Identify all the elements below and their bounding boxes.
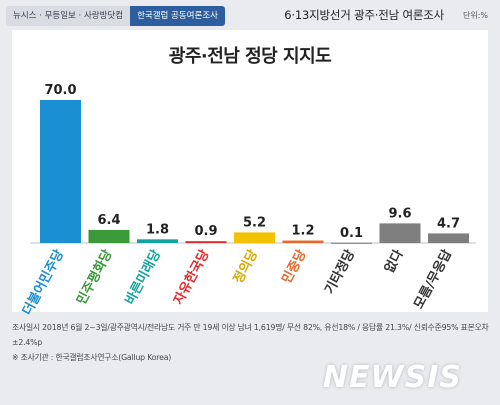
bar-value-label: 9.6 [388, 206, 411, 221]
header-title: 6·13지방선거 광주·전남 여론조사 [284, 8, 444, 22]
bar-value-label: 5.2 [243, 215, 266, 230]
survey-method-note: 조사일시 2018년 6월 2~3일/광주광역시/전라남도 거주 만 19세 이… [12, 323, 489, 347]
bar [185, 241, 227, 243]
x-tick-label: 자유한국당 [170, 247, 212, 307]
chart-title: 광주·전남 정당 지지도 [168, 46, 332, 67]
bar [234, 232, 275, 243]
bar [137, 239, 178, 243]
bar [428, 233, 469, 243]
survey-agency-note: ※ 조사기관 : 한국갤럽조사연구소(Gallup Korea) [12, 353, 172, 362]
x-tick-label: 기타정당 [322, 247, 359, 297]
bar-value-label: 1.2 [291, 224, 314, 239]
unit-label: 단위:% [462, 11, 488, 20]
bar-value-label: 4.7 [437, 216, 460, 231]
bar-value-label: 0.9 [194, 224, 217, 239]
bar [40, 100, 81, 243]
x-tick-label: 바른미래당 [122, 247, 164, 307]
bar-value-label: 70.0 [44, 83, 76, 98]
bar [331, 242, 372, 244]
x-tick-label: 민주평화당 [73, 247, 115, 307]
bar-value-label: 1.8 [146, 222, 169, 237]
bar-value-label: 6.4 [97, 213, 120, 228]
x-tick-label: 민중당 [279, 247, 310, 286]
x-tick-label: 더불어민주당 [19, 247, 67, 318]
bar [282, 240, 324, 243]
source-tag: 뉴시스 · 무등일보 · 사랑방닷컴 한국갤럽 공동여론조사 [6, 6, 225, 26]
bar-value-label: 0.1 [340, 226, 363, 241]
x-tick-label: 모름/무응답 [412, 247, 456, 311]
source-pollster-label: 한국갤럽 공동여론조사 [130, 6, 225, 26]
x-tick-label: 정의당 [230, 247, 261, 286]
newsis-watermark-logo: NEWSIS [322, 360, 462, 395]
x-tick-label: 없다 [381, 247, 406, 276]
source-media-label: 뉴시스 · 무등일보 · 사랑방닷컴 [6, 6, 131, 26]
survey-notes: 조사일시 2018년 6월 2~3일/광주광역시/전라남도 거주 만 19세 이… [12, 320, 492, 365]
bar [88, 229, 130, 243]
bar [379, 223, 421, 243]
chart-panel [12, 30, 488, 312]
